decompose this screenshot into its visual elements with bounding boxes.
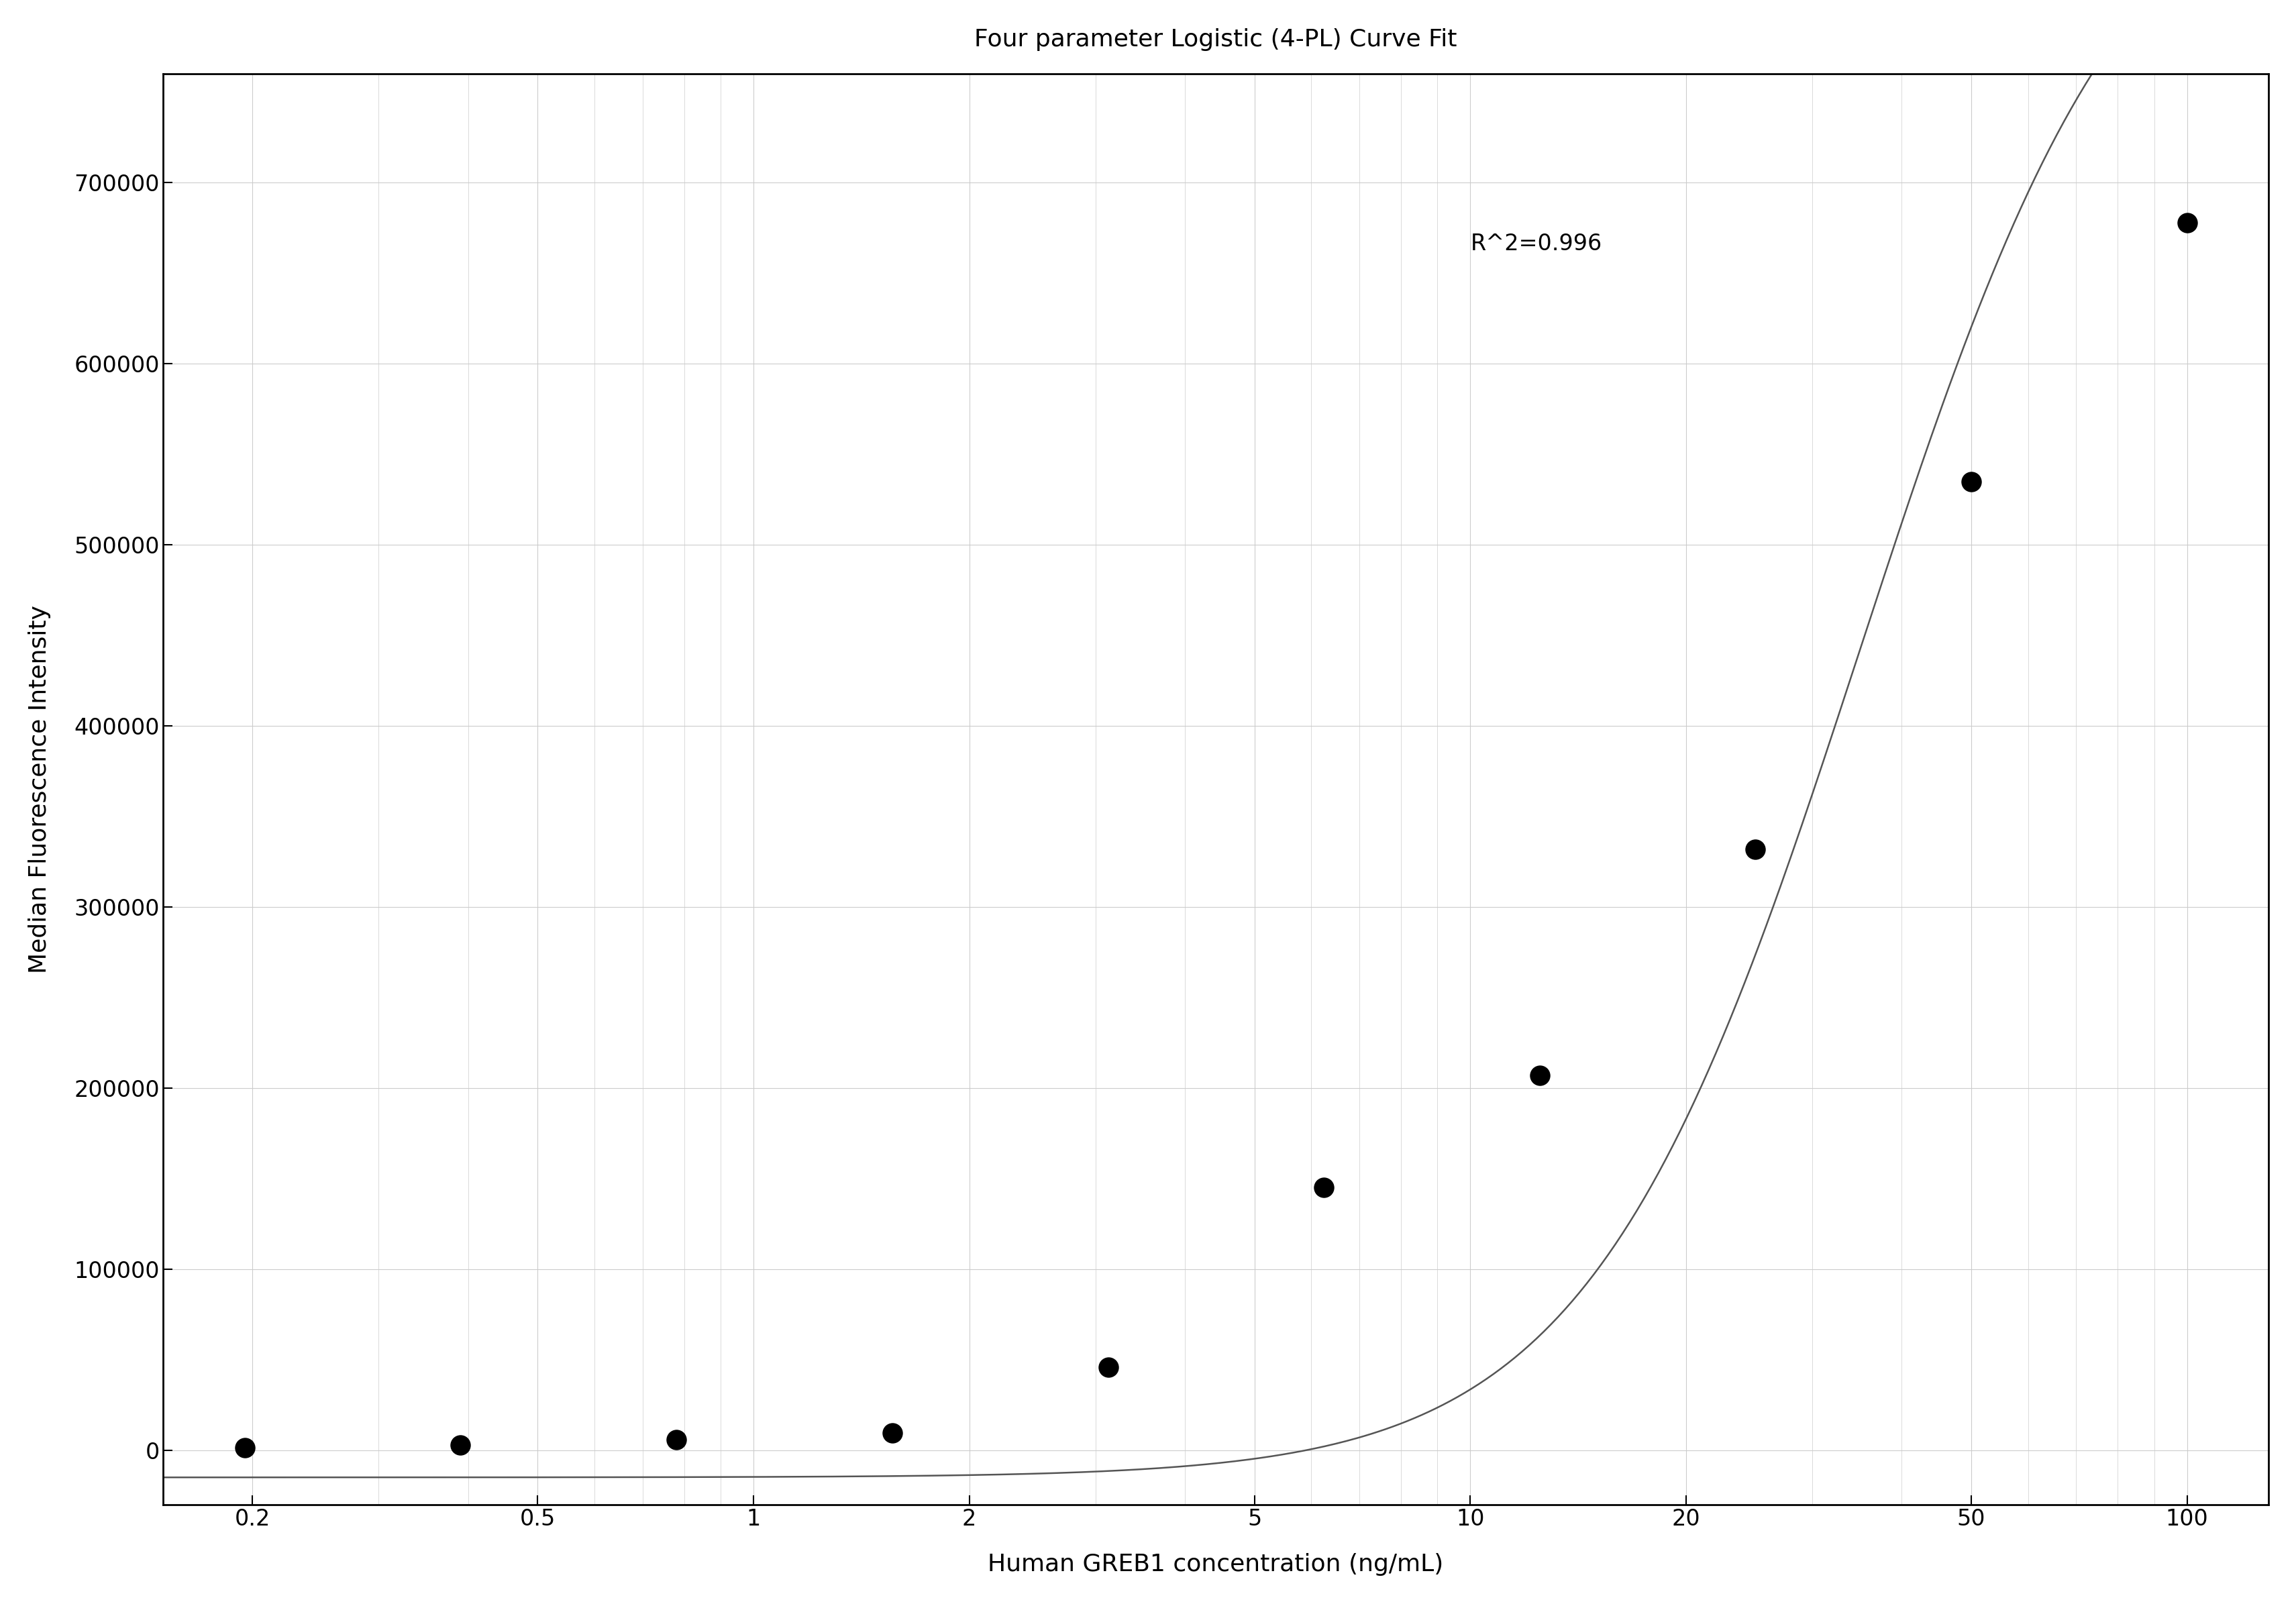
Point [2167, 210, 2204, 236]
Point [441, 1432, 478, 1458]
X-axis label: Human GREB1 concentration (ng/mL): Human GREB1 concentration (ng/mL) [987, 1553, 1444, 1577]
Point [1736, 836, 1773, 861]
Point [659, 1426, 696, 1452]
Title: Four parameter Logistic (4-PL) Curve Fit: Four parameter Logistic (4-PL) Curve Fit [974, 27, 1456, 51]
Text: R^2=0.996: R^2=0.996 [1469, 233, 1603, 255]
Point [875, 1420, 912, 1445]
Point [1952, 468, 1988, 494]
Point [1304, 1174, 1341, 1200]
Point [227, 1434, 264, 1460]
Point [1091, 1354, 1127, 1379]
Point [1520, 1062, 1557, 1088]
Y-axis label: Median Fluorescence Intensity: Median Fluorescence Intensity [28, 605, 51, 974]
